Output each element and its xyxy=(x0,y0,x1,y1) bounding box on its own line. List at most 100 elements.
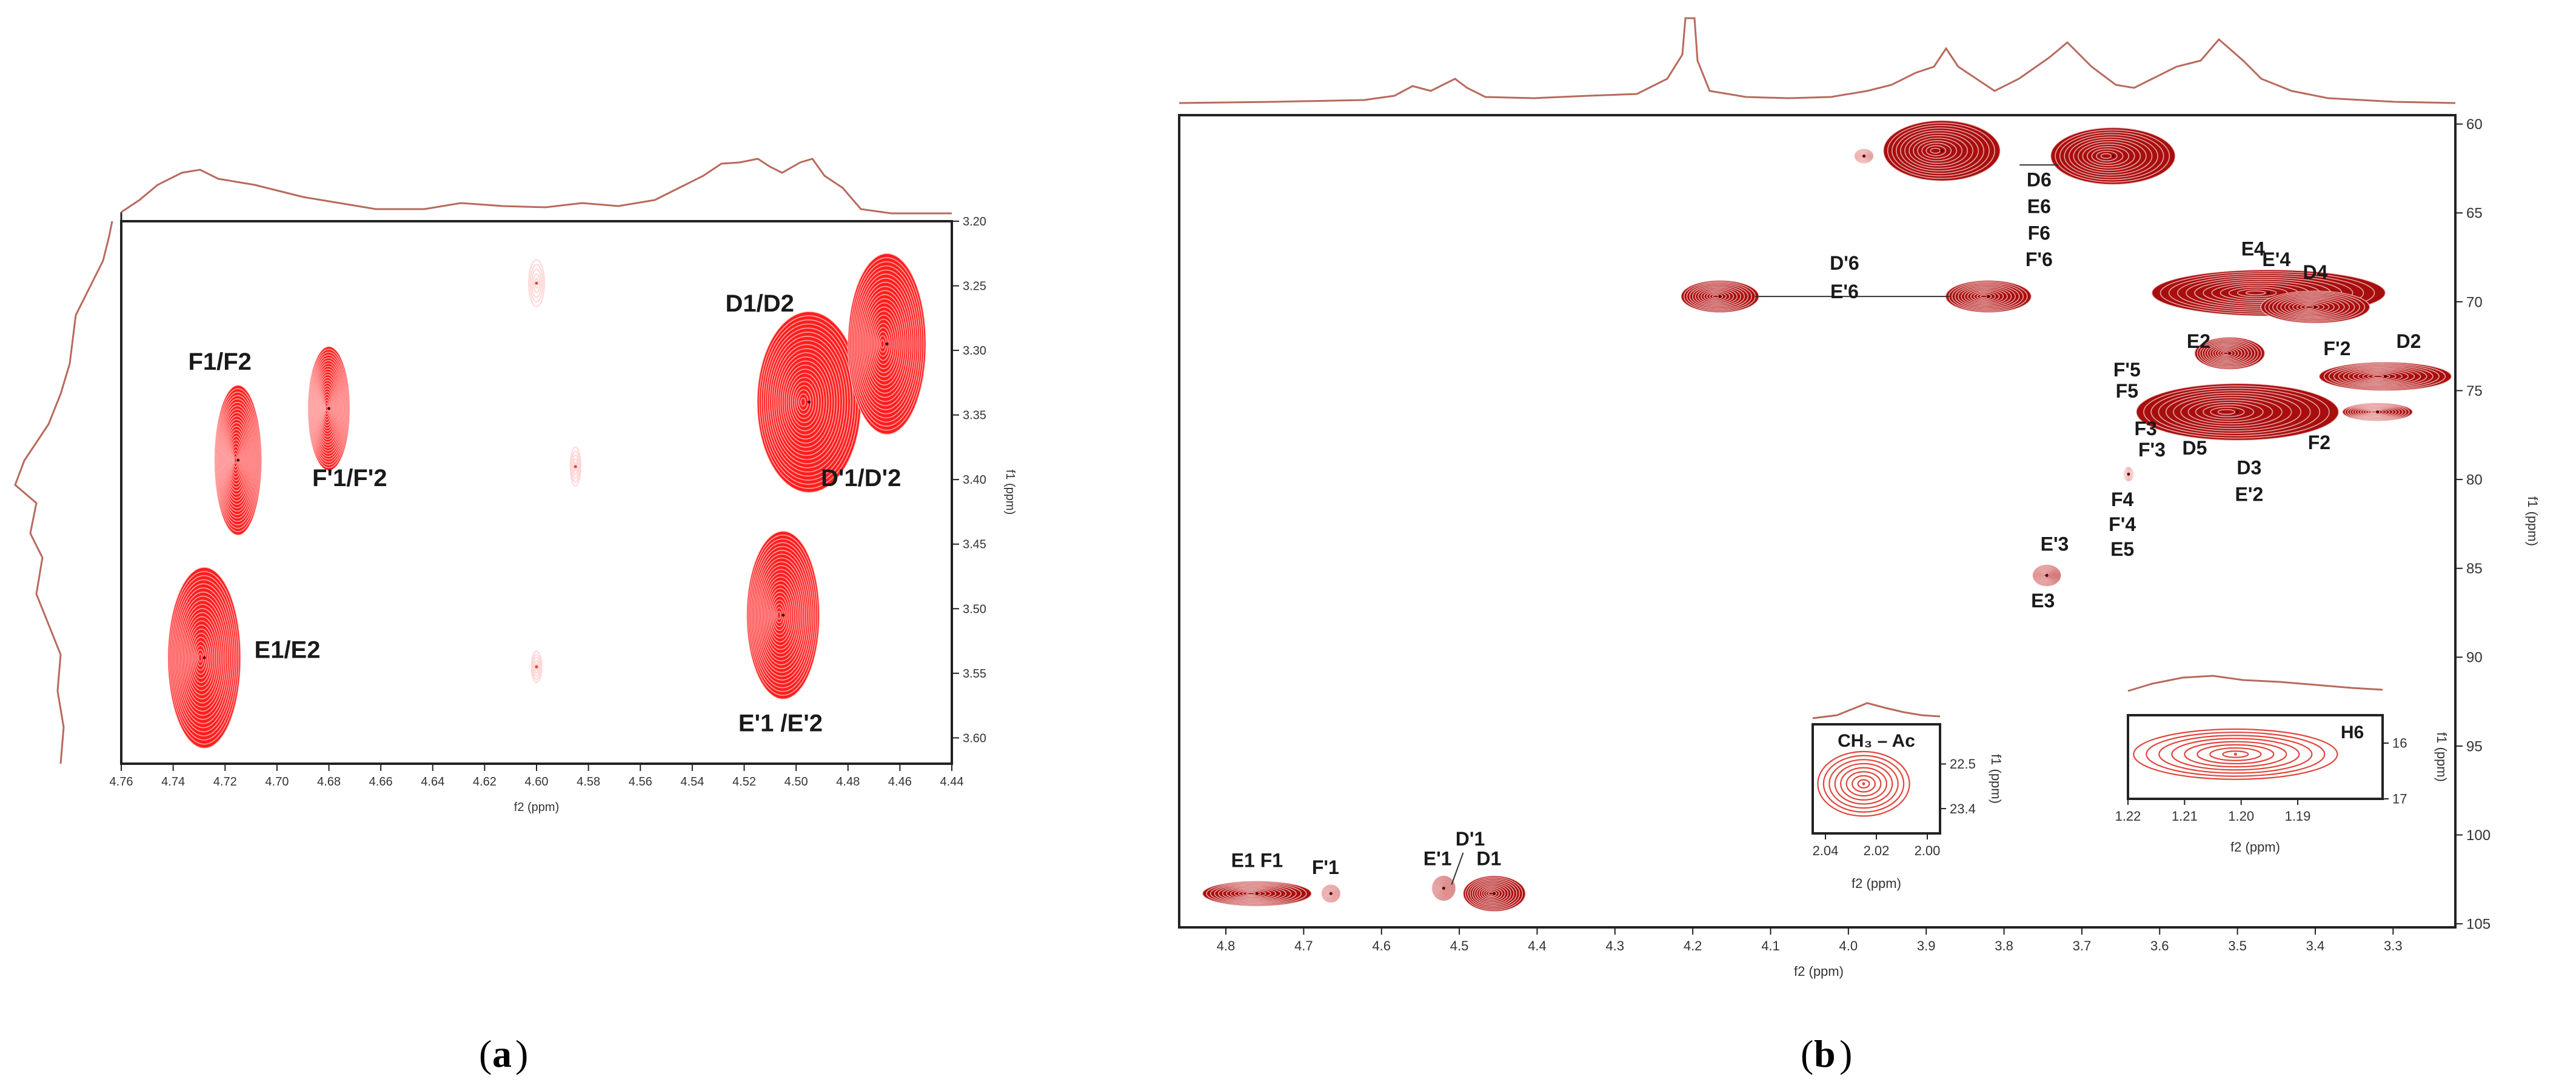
panel-a-peak-4-ring xyxy=(773,344,841,461)
panel-a-peak-8-ring xyxy=(530,650,543,683)
panel-b-x-tick-label: 3.3 xyxy=(2384,938,2403,953)
panel-b-peak-4-ring xyxy=(1976,293,1992,300)
panel-b-peak-9-ring xyxy=(2135,382,2340,441)
panel-a-annotation-label: F1/F2 xyxy=(188,349,251,375)
panel-a-peak-5-ring xyxy=(871,315,897,373)
panel-b-peak-15-ring xyxy=(1434,878,1453,898)
panel-b-peak-16-ring xyxy=(1469,879,1517,908)
panel-a-peak-1-ring xyxy=(319,385,336,432)
inset-ch3-ac-peak-ring xyxy=(1834,762,1893,805)
panel-a-peak-3-ring xyxy=(766,584,794,647)
panel-a-peak-0-ring xyxy=(221,412,253,509)
panel-b-peak-7-ring xyxy=(2217,349,2236,358)
panel-a-y-tick-label: 3.35 xyxy=(963,409,986,422)
panel-a-peak-7-ring xyxy=(570,450,581,483)
panel-b-peak-1-ring xyxy=(1895,127,1984,174)
inset-h6-peak-ring xyxy=(2171,738,2300,771)
panel-b-peak-7-ring xyxy=(2194,336,2266,370)
panel-b-y-tick-label: 70 xyxy=(2466,294,2483,310)
panel-b-peak-2-ring xyxy=(2082,144,2135,168)
panel-a-peak-2-ring xyxy=(185,616,219,699)
panel-a-peak-3-ring xyxy=(772,599,787,631)
panel-b-annotation-label: F'4 xyxy=(2109,513,2136,535)
panel-b-annotation-label: D6 xyxy=(2027,168,2052,190)
panel-b-peak-16-ring xyxy=(1474,882,1512,905)
panel-a-x-tick-label: 4.52 xyxy=(732,775,756,789)
panel-b-peak-14-ring xyxy=(1323,886,1339,901)
panel-a-peak-4-ring xyxy=(767,332,849,473)
panel-b-annotation-label: F'3 xyxy=(2138,439,2166,461)
panel-b-peak-13 xyxy=(1202,880,1313,907)
inset-ch3-ac-y-tick-label: 22.5 xyxy=(1950,756,1976,772)
panel-a-peak-5-ring xyxy=(863,294,907,394)
panel-b-peak-9-ring xyxy=(2203,404,2255,420)
panel-b-peak-8-ring xyxy=(2352,370,2409,383)
panel-a-peak-1-ring xyxy=(316,374,340,443)
panel-b-peak-4-ring xyxy=(1973,292,1996,301)
panel-a-peak-1-ring xyxy=(316,377,339,440)
panel-b-y-ticks: 60 65 70 75 80 85 90 95 100 105 xyxy=(2455,116,2491,933)
panel-b-peak-13-ring xyxy=(1222,886,1287,902)
panel-b-peak-6-center xyxy=(2313,305,2317,309)
panel-a-peak-5-ring xyxy=(847,253,926,435)
panel-a-x-tick-label: 4.76 xyxy=(110,775,133,789)
panel-b-peak-11-center xyxy=(2127,472,2130,476)
panel-a-peak-8-center xyxy=(535,665,538,669)
panel-a-peak-4-ring xyxy=(786,369,825,436)
panel-b-peak-7-ring xyxy=(2201,341,2256,366)
panel-a-peak-1-ring xyxy=(313,365,343,452)
panel-a-peak-5-ring xyxy=(861,290,909,398)
panel-b-peak-12-ring xyxy=(2036,567,2056,583)
panel-a-peak-5-ring xyxy=(866,302,903,386)
panel-b-peak-10-ring xyxy=(2347,404,2407,420)
panel-b-peak-3 xyxy=(1681,279,1760,313)
panel-b-peak-8-ring xyxy=(2343,367,2421,385)
panel-a-y-tick-label: 3.30 xyxy=(963,344,986,358)
panel-a: 4.76 4.74 4.72 4.70 4.68 4.66 4.64 4.62 4.60 4.58… xyxy=(14,158,1017,1075)
panel-a-peak-5-ring xyxy=(865,298,905,390)
panel-b-peak-4-ring xyxy=(1961,286,2012,307)
panel-a-peak-3-ring xyxy=(771,595,789,635)
panel-a-peak-4-ring xyxy=(789,376,820,427)
panel-b-peak-10-ring xyxy=(2344,403,2410,421)
panel-a-peak-6-center xyxy=(535,281,538,285)
panel-a-label-close: ) xyxy=(515,1032,528,1075)
panel-a-peak-5-ring xyxy=(855,273,917,415)
panel-b: 4.8 4.7 4.6 4.5 4.4 4.3 4.2 4.1 4.0 3.9 3.8 3.7 3.6 3… xyxy=(1178,17,2540,1075)
panel-b-peak-1-ring xyxy=(1909,135,1969,167)
panel-a-peak-1-ring xyxy=(308,349,349,469)
panel-b-peak-13-ring xyxy=(1218,884,1292,902)
panel-a-peak-1-ring xyxy=(318,382,336,435)
panel-a-peak-1-ring xyxy=(315,371,341,446)
panel-a-peak-2-ring xyxy=(193,641,208,675)
panel-a-y-tick-label: 3.25 xyxy=(963,280,986,293)
panel-a-peak-2-ring xyxy=(178,595,229,720)
panel-a-peak-4-ring xyxy=(781,360,830,444)
panel-b-annotation-label: F5 xyxy=(2116,380,2138,402)
inset-h6-y-axis-title: f1 (ppm) xyxy=(2434,732,2449,782)
panel-b-x-ticks: 4.8 4.7 4.6 4.5 4.4 4.3 4.2 4.1 4.0 3.9 3.8 3.7 3.6 3… xyxy=(1217,927,2403,953)
panel-b-peak-2-ring xyxy=(2059,132,2164,181)
panel-b-peak-9-ring xyxy=(2217,409,2235,415)
panel-b-peak-15-ring xyxy=(1436,881,1450,895)
panel-b-peak-9 xyxy=(2135,382,2340,441)
panel-b-y-tick-label: 95 xyxy=(2466,738,2483,755)
panel-b-peak-8-center xyxy=(2383,375,2387,378)
panel-b-peak-3-ring xyxy=(1703,290,1731,302)
panel-b-peak-7-ring xyxy=(2199,339,2259,367)
panel-a-peak-4-ring xyxy=(783,364,828,440)
panel-a-peak-3-ring xyxy=(756,557,808,673)
panel-b-x-tick-label: 3.5 xyxy=(2228,938,2247,953)
panel-b-peak-15-ring xyxy=(1438,883,1448,893)
panel-a-peak-2-ring xyxy=(172,579,236,736)
panel-b-peak-0-ring xyxy=(1856,150,1872,162)
panel-b-annotation-label: F'1 xyxy=(1312,856,1339,878)
panel-a-annotation-label: E'1 /E'2 xyxy=(738,710,823,737)
panel-a-peak-3-ring xyxy=(768,588,792,642)
panel-b-peak-8-ring xyxy=(2357,371,2403,382)
panel-b-peaks xyxy=(1202,119,2452,912)
panel-a-peak-7-center xyxy=(574,465,577,469)
panel-a-peak-5 xyxy=(847,253,926,435)
